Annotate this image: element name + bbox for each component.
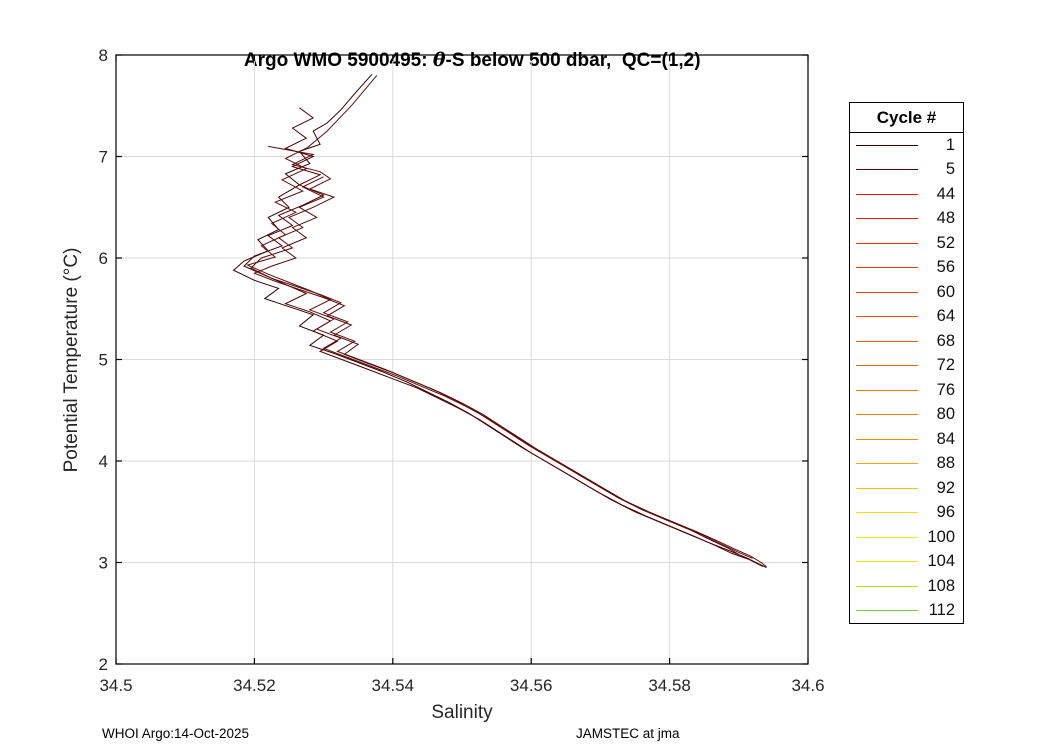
legend-line-sample: [856, 316, 918, 318]
legend-entry: 80: [850, 403, 963, 428]
x-tick-label: 34.56: [510, 676, 553, 695]
legend-title: Cycle #: [850, 103, 963, 133]
legend-entry-label: 80: [936, 405, 955, 424]
y-tick-label: 4: [99, 452, 108, 471]
legend-entry-label: 5: [945, 160, 955, 179]
legend-entry: 92: [850, 476, 963, 501]
legend-entry-label: 100: [927, 527, 955, 546]
legend-entry: 1: [850, 133, 963, 158]
legend-line-sample: [856, 561, 918, 563]
y-tick-label: 3: [99, 554, 108, 573]
x-axis-label: Salinity: [431, 702, 493, 723]
legend-entry-label: 52: [936, 233, 955, 252]
legend-line-sample: [856, 267, 918, 269]
y-tick-label: 5: [99, 351, 108, 370]
legend-line-sample: [856, 414, 918, 416]
legend-entry: 56: [850, 256, 963, 281]
legend-line-sample: [856, 512, 918, 514]
legend-entry-label: 88: [936, 454, 955, 473]
legend-entry: 44: [850, 182, 963, 207]
legend-entry: 60: [850, 280, 963, 305]
legend-entry-label: 108: [927, 576, 955, 595]
legend-entry: 108: [850, 574, 963, 599]
y-tick-label: 7: [99, 148, 108, 167]
legend-line-sample: [856, 536, 918, 538]
legend-line-sample: [856, 365, 918, 367]
legend-line-sample: [856, 487, 918, 489]
x-tick-label: 34.6: [791, 676, 824, 695]
legend-entry-label: 68: [936, 331, 955, 350]
legend-entry: 48: [850, 207, 963, 232]
legend-entry-label: 72: [936, 356, 955, 375]
legend-line-sample: [856, 291, 918, 293]
legend-entry-label: 44: [936, 184, 955, 203]
legend-line-sample: [856, 585, 918, 587]
legend-box: Cycle # 1 5 44 48 52 56 60 64 68 72 76 80 84 88 92 96 10…: [849, 102, 964, 624]
legend-entry-label: 92: [936, 478, 955, 497]
legend-line-sample: [856, 218, 918, 220]
x-tick-label: 34.52: [233, 676, 276, 695]
legend-line-sample: [856, 169, 918, 171]
legend-line-sample: [856, 242, 918, 244]
legend-entry-label: 48: [936, 209, 955, 228]
footer-whoi-date: WHOI Argo:14-Oct-2025: [102, 726, 250, 741]
legend-entry: 96: [850, 501, 963, 526]
y-axis-label: Potential Temperature (°C): [61, 247, 82, 473]
legend-line-sample: [856, 340, 918, 342]
legend-entry-label: 96: [936, 503, 955, 522]
y-tick-label: 6: [99, 249, 108, 268]
legend-entry: 112: [850, 599, 963, 624]
legend-entry: 64: [850, 305, 963, 330]
x-tick-label: 34.58: [648, 676, 691, 695]
legend-entry-label: 112: [928, 601, 955, 620]
legend-entry: 72: [850, 354, 963, 379]
legend-line-sample: [856, 463, 918, 465]
legend-entry-label: 104: [927, 552, 955, 571]
legend-entry: 52: [850, 231, 963, 256]
legend-entry: 100: [850, 525, 963, 550]
x-tick-label: 34.54: [372, 676, 415, 695]
x-tick-label: 34.5: [99, 676, 132, 695]
legend-entry: 84: [850, 427, 963, 452]
legend-entry-label: 76: [936, 380, 955, 399]
y-tick-label: 8: [99, 46, 108, 65]
legend-line-sample: [856, 144, 918, 146]
footer-jamstec: JAMSTEC at jma: [576, 726, 680, 741]
legend-entry-label: 60: [936, 282, 955, 301]
legend-entry-label: 64: [936, 307, 955, 326]
profile-line-trace-4: [246, 74, 753, 559]
legend-entry: 104: [850, 550, 963, 575]
profile-line-trace-1: [232, 73, 767, 569]
legend-entry: 68: [850, 329, 963, 354]
legend-line-sample: [856, 438, 918, 440]
legend-entry-label: 84: [936, 429, 955, 448]
legend-entry: 76: [850, 378, 963, 403]
profile-line-trace-5: [253, 176, 767, 568]
legend-entry: 88: [850, 452, 963, 477]
legend-line-sample: [856, 193, 918, 195]
legend-entry-label: 56: [936, 258, 955, 277]
profile-line-trace-2: [243, 107, 764, 568]
legend-entry-label: 1: [945, 135, 955, 154]
legend-line-sample: [856, 389, 918, 391]
legend-entry: 5: [850, 158, 963, 183]
y-tick-label: 2: [99, 655, 108, 674]
legend-line-sample: [856, 610, 918, 612]
legend-entries: 1 5 44 48 52 56 60 64 68 72 76 80 84 88 92 96 100 104 108 1…: [850, 133, 963, 623]
